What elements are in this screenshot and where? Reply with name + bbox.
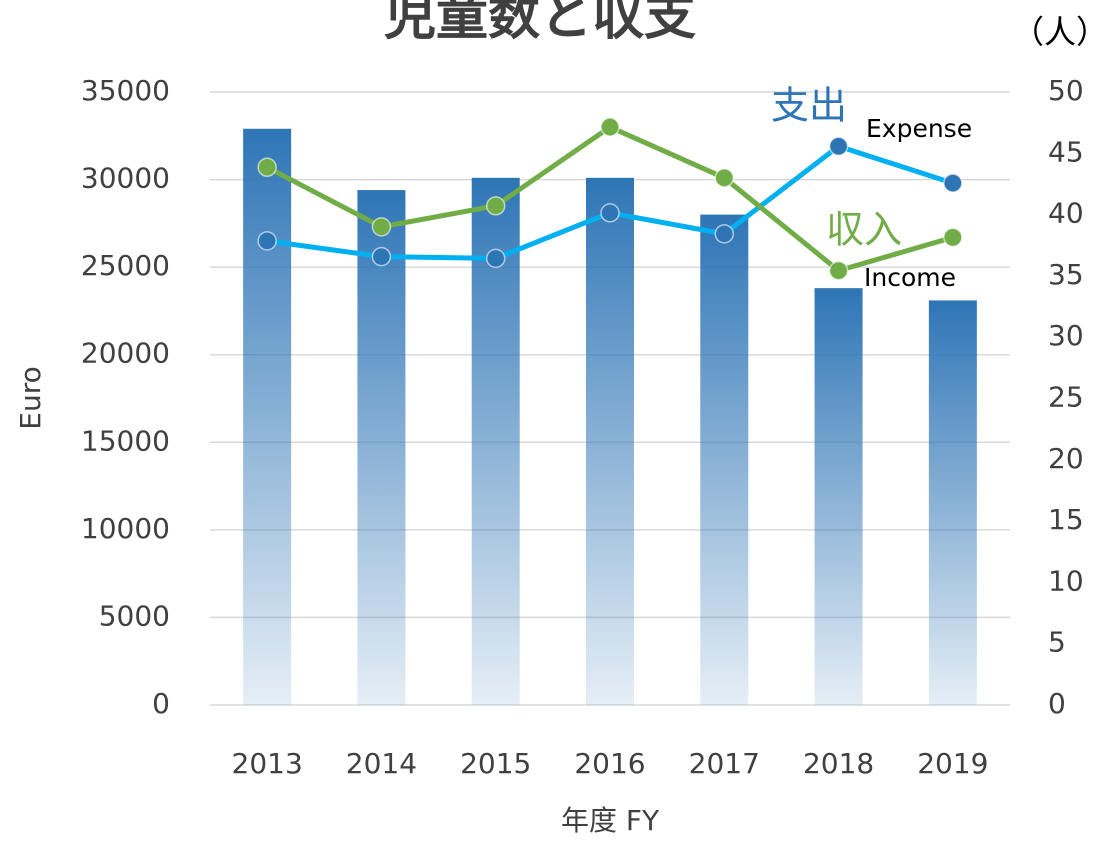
x-tick-label: 2013 (232, 747, 303, 780)
annotation: 支出 (771, 84, 847, 128)
y-tick-label: 25000 (81, 249, 170, 282)
y2-tick-label: 5 (1048, 626, 1066, 659)
marker (828, 136, 849, 157)
bar (243, 128, 292, 705)
marker (943, 173, 963, 193)
marker (485, 196, 506, 216)
y-tick-label: 35000 (81, 74, 170, 107)
y-tick-label: 5000 (99, 599, 170, 632)
marker (828, 260, 849, 281)
y2-tick-label: 45 (1048, 135, 1084, 168)
marker (943, 227, 963, 248)
marker (485, 248, 506, 269)
x-tick-label: 2015 (460, 747, 531, 780)
y2-tick-label: 20 (1048, 442, 1084, 475)
y-axis-title: Euro (14, 366, 47, 429)
marker (600, 117, 620, 137)
y2-tick-label: 40 (1048, 197, 1084, 230)
bar (357, 190, 406, 705)
bar (700, 214, 749, 705)
marker (257, 231, 277, 251)
bar (928, 300, 977, 705)
annotation: Expense (866, 114, 972, 143)
annotation: Income (864, 263, 956, 292)
x-tick-label: 2017 (689, 747, 760, 780)
y2-tick-label: 50 (1048, 74, 1084, 107)
x-tick-label: 2019 (917, 747, 988, 780)
x-axis-title: 年度 FY (561, 804, 660, 837)
marker (600, 203, 620, 223)
chart-title: 児童数と収支 (384, 0, 696, 47)
marker (714, 168, 735, 188)
y-tick-label: 15000 (81, 424, 170, 457)
y-tick-label: 0 (152, 687, 170, 720)
x-tick-label: 2018 (803, 747, 874, 780)
y2-axis-title: （人） (1012, 13, 1108, 51)
marker (371, 217, 392, 237)
bar (814, 288, 863, 705)
y2-tick-label: 15 (1048, 503, 1084, 536)
x-tick-label: 2014 (346, 747, 417, 780)
y2-tick-label: 0 (1048, 687, 1066, 720)
y2-tick-label: 10 (1048, 564, 1084, 597)
bar (586, 177, 634, 705)
y-tick-label: 10000 (81, 512, 170, 545)
y-tick-label: 20000 (81, 337, 170, 370)
x-tick-label: 2016 (574, 747, 645, 780)
y2-tick-label: 30 (1048, 319, 1084, 352)
y2-tick-label: 25 (1048, 381, 1084, 414)
marker (257, 157, 277, 178)
marker (714, 224, 735, 244)
y-tick-label: 30000 (81, 162, 170, 195)
y2-tick-label: 35 (1048, 258, 1084, 291)
annotation: 収入 (826, 208, 902, 252)
marker (371, 246, 392, 267)
